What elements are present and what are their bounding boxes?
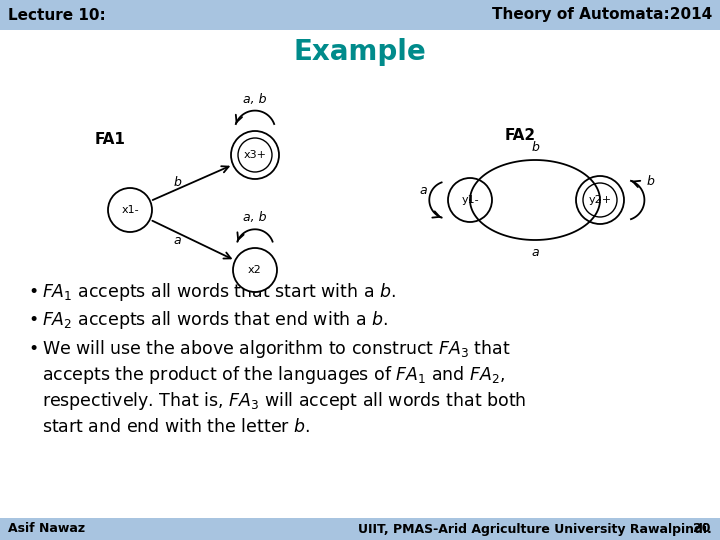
Text: FA2: FA2 — [505, 127, 536, 143]
Text: Lecture 10:: Lecture 10: — [8, 8, 106, 23]
Text: start and end with the letter $\it{b}$.: start and end with the letter $\it{b}$. — [42, 418, 310, 436]
Text: respectively. That is, $\it{FA}_3$ will accept all words that both: respectively. That is, $\it{FA}_3$ will … — [42, 390, 526, 412]
Text: a: a — [531, 246, 539, 259]
Circle shape — [576, 176, 624, 224]
FancyBboxPatch shape — [0, 0, 720, 30]
Text: 20: 20 — [693, 523, 711, 536]
Text: b: b — [531, 141, 539, 154]
Text: b: b — [174, 176, 181, 189]
Circle shape — [238, 138, 272, 172]
Circle shape — [108, 188, 152, 232]
Text: •: • — [28, 340, 38, 358]
Text: $\it{FA}_1$ accepts all words that start with a $\it{b}$.: $\it{FA}_1$ accepts all words that start… — [42, 281, 396, 303]
Text: a: a — [174, 233, 181, 246]
Text: UIIT, PMAS-Arid Agriculture University Rawalpindi.: UIIT, PMAS-Arid Agriculture University R… — [359, 523, 712, 536]
Circle shape — [448, 178, 492, 222]
Text: Asif Nawaz: Asif Nawaz — [8, 523, 85, 536]
Text: •: • — [28, 283, 38, 301]
Text: Theory of Automata:2014: Theory of Automata:2014 — [492, 8, 712, 23]
Text: x2: x2 — [248, 265, 262, 275]
Text: a, b: a, b — [243, 211, 266, 224]
Text: $\it{FA}_2$ accepts all words that end with a $\it{b}$.: $\it{FA}_2$ accepts all words that end w… — [42, 309, 388, 331]
Circle shape — [583, 183, 617, 217]
Text: •: • — [28, 311, 38, 329]
Text: b: b — [647, 176, 654, 188]
Text: x3+: x3+ — [243, 150, 266, 160]
Text: Example: Example — [294, 38, 426, 66]
Text: FA1: FA1 — [95, 132, 126, 147]
FancyBboxPatch shape — [0, 518, 720, 540]
Circle shape — [231, 131, 279, 179]
Text: a, b: a, b — [243, 92, 266, 106]
Text: accepts the product of the languages of $\it{FA}_1$ and $\it{FA}_2$,: accepts the product of the languages of … — [42, 364, 505, 386]
Text: y2+: y2+ — [588, 195, 611, 205]
Circle shape — [233, 248, 277, 292]
Text: y1-: y1- — [462, 195, 479, 205]
Text: x1-: x1- — [121, 205, 139, 215]
Text: We will use the above algorithm to construct $\it{FA}_3$ that: We will use the above algorithm to const… — [42, 338, 510, 360]
Text: a: a — [420, 184, 427, 197]
